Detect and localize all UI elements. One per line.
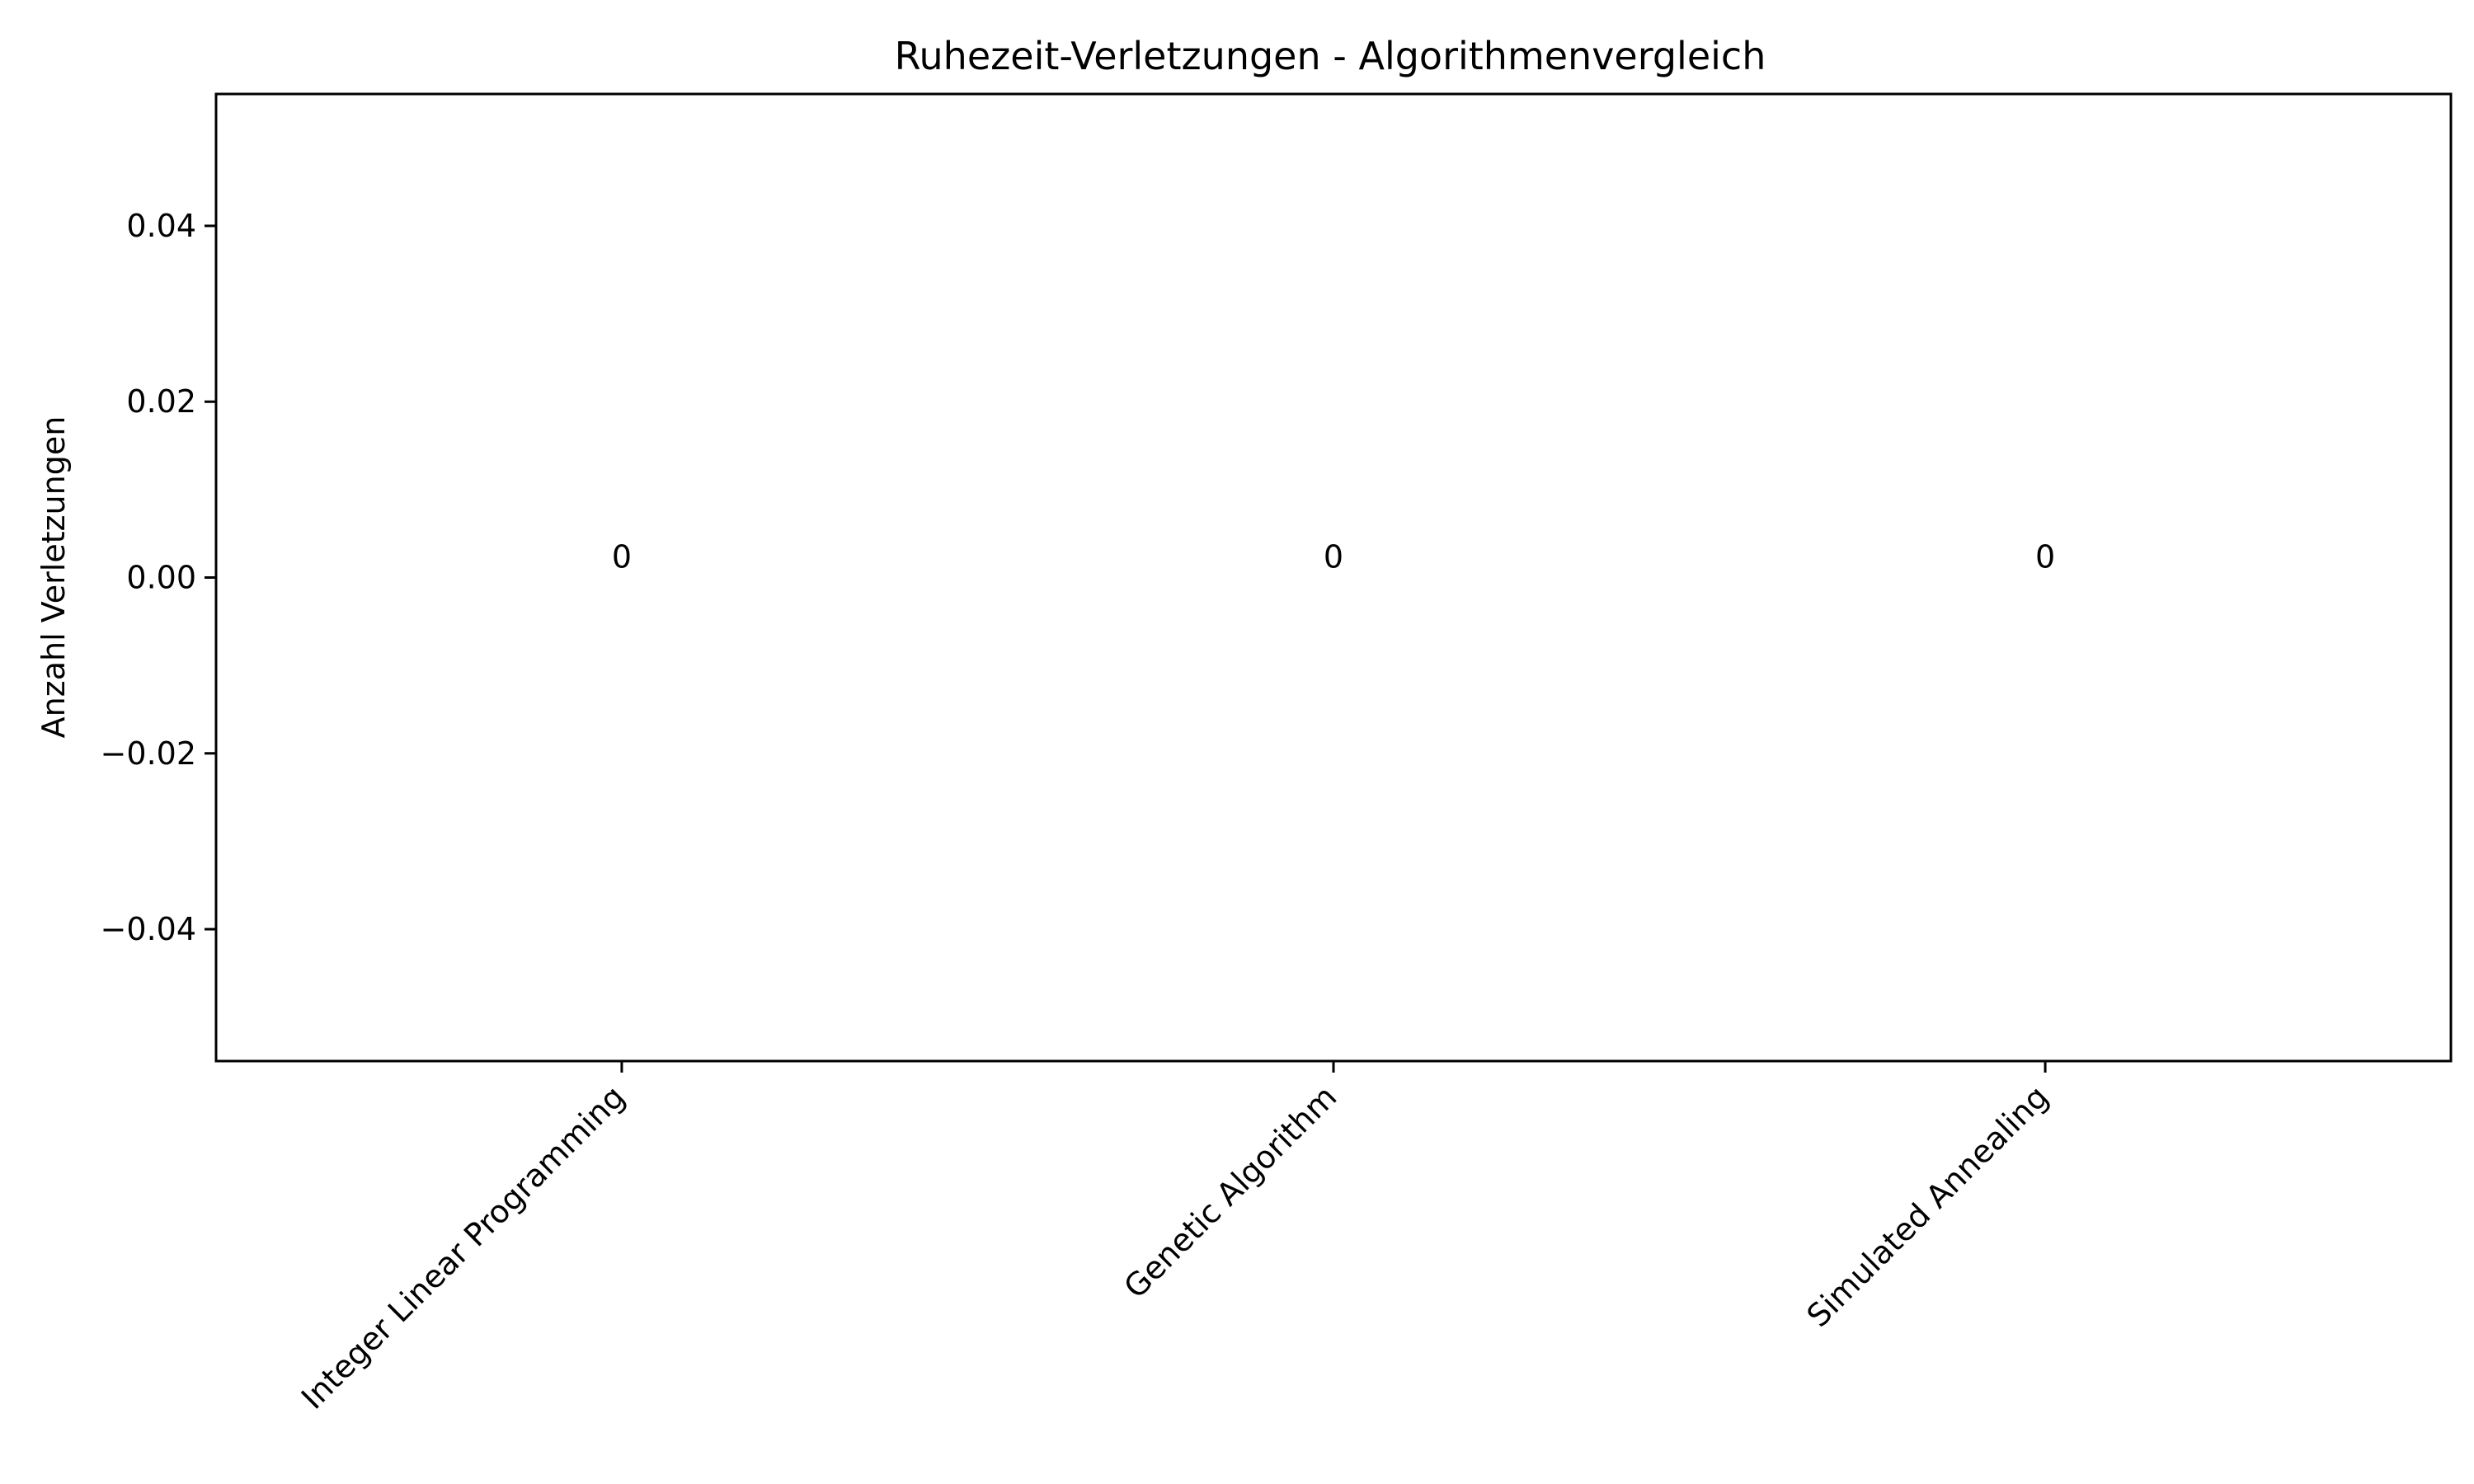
plot-area: 0.04 0.02 0.00 −0.02 −0.04 Integer Linear Pro… bbox=[101, 208, 2056, 1416]
chart-title: Ruhezeit-Verletzungen - Algorithmenvergl… bbox=[895, 34, 1766, 78]
plot-frame bbox=[214, 92, 2453, 1063]
data-label: 0 bbox=[612, 539, 632, 575]
y-tick-label: 0.02 bbox=[126, 383, 196, 420]
y-tick-label: 0.00 bbox=[126, 560, 196, 596]
x-tick-label: Genetic Algorithm bbox=[1117, 1078, 1343, 1305]
y-tick-label: 0.04 bbox=[126, 208, 196, 244]
x-tick-label: Simulated Annealing bbox=[1800, 1078, 2056, 1334]
y-axis-label: Anzahl Verletzungen bbox=[35, 416, 72, 739]
y-tick-label: −0.04 bbox=[101, 911, 196, 947]
data-label: 0 bbox=[2035, 539, 2055, 575]
y-tick-label: −0.02 bbox=[101, 735, 196, 772]
data-label: 0 bbox=[1324, 539, 1343, 575]
x-tick-label: Integer Linear Programming bbox=[294, 1078, 632, 1416]
